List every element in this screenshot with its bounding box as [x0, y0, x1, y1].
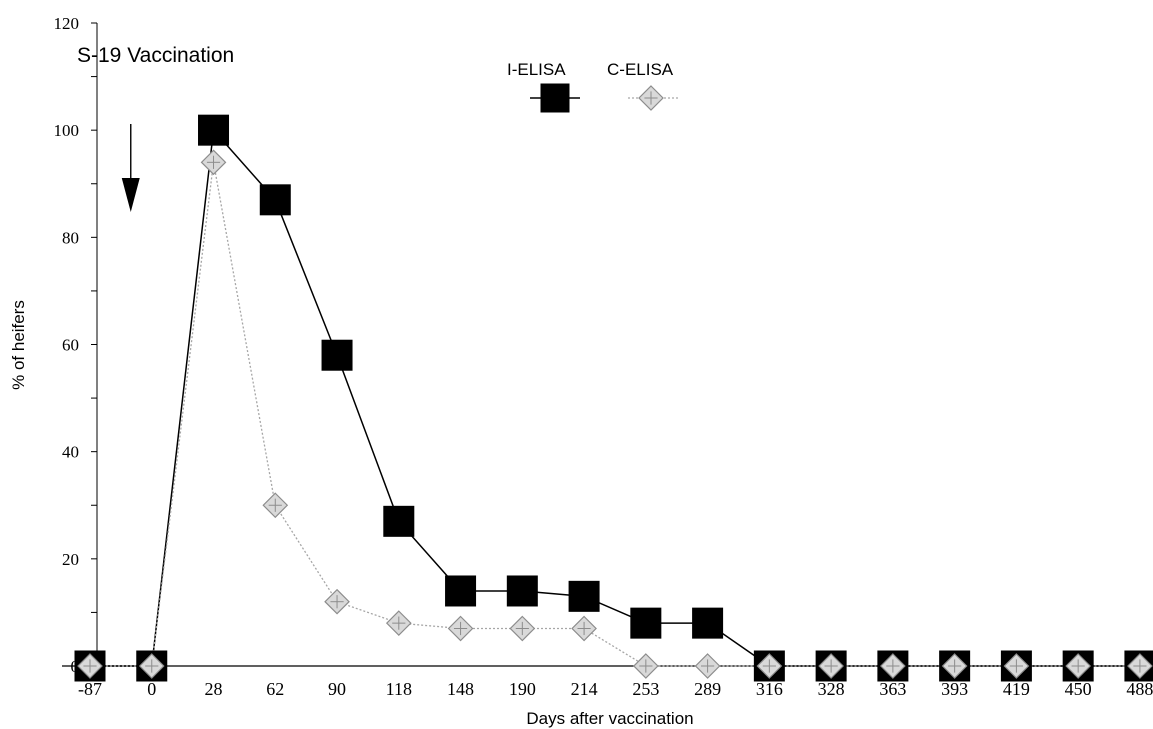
data-point-i-elisa [321, 339, 353, 371]
x-axis-ticks: -87 0 28 62 90 118 148 190 214 253 289 316 328 363 393… [78, 679, 1153, 699]
x-tick-label: 488 [1126, 679, 1153, 699]
data-point-c-elisa [385, 610, 412, 636]
x-tick-label: 253 [632, 679, 659, 699]
y-tick-label: 80 [62, 228, 79, 247]
data-point-c-elisa [571, 615, 597, 642]
x-tick-label: 328 [818, 679, 845, 699]
x-tick-label: 148 [447, 679, 474, 699]
data-point-i-elisa [259, 184, 291, 216]
data-point-i-elisa [445, 575, 477, 607]
data-point-c-elisa [447, 615, 474, 642]
chart-annotation: S-19 Vaccination [77, 44, 234, 67]
data-point-c-elisa [941, 653, 968, 679]
legend-markers [530, 83, 678, 113]
data-point-c-elisa [324, 588, 350, 615]
x-tick-label: -87 [78, 679, 102, 699]
x-tick-label: 190 [509, 679, 536, 699]
x-tick-label: 0 [147, 679, 156, 699]
data-point-c-elisa [1065, 653, 1092, 679]
data-point-i-elisa [506, 575, 538, 607]
data-point-c-elisa [77, 653, 103, 679]
series-line-c-elisa [90, 162, 1140, 667]
x-tick-label: 316 [756, 679, 783, 699]
data-point-c-elisa [694, 653, 721, 679]
series-line-i-elisa [90, 128, 1140, 667]
data-point-i-elisa [630, 607, 662, 639]
data-point-i-elisa [198, 114, 230, 146]
x-tick-label: 289 [694, 679, 721, 699]
data-point-c-elisa [1003, 653, 1030, 679]
data-point-i-elisa [568, 580, 600, 612]
legend-marker-i-elisa [540, 83, 570, 113]
y-tick-label: 40 [62, 443, 79, 462]
y-tick-label: 120 [54, 14, 80, 33]
data-point-c-elisa [138, 653, 165, 679]
y-tick-label: 60 [62, 336, 79, 355]
x-tick-label: 90 [328, 679, 346, 699]
x-tick-label: 393 [941, 679, 968, 699]
legend-label-i-elisa: I-ELISA [507, 60, 566, 79]
series-layer [74, 114, 1153, 682]
data-point-c-elisa [880, 653, 906, 679]
x-tick-label: 118 [386, 679, 412, 699]
arrow-head [121, 178, 140, 212]
data-point-c-elisa [756, 653, 783, 679]
y-axis-label: % of heifers [9, 300, 28, 390]
x-tick-label: 419 [1003, 679, 1030, 699]
y-tick-label: 20 [62, 550, 79, 569]
legend-marker-c-elisa [638, 85, 664, 111]
x-tick-label: 214 [571, 679, 598, 699]
vaccination-arrow [121, 124, 140, 212]
x-tick-label: 28 [205, 679, 223, 699]
data-point-i-elisa [383, 505, 415, 537]
x-tick-label: 363 [879, 679, 906, 699]
y-axis-ticks: 020406080100120 [54, 14, 97, 676]
legend-label-c-elisa: C-ELISA [607, 60, 674, 79]
data-point-c-elisa [818, 653, 844, 679]
data-point-c-elisa [200, 149, 227, 176]
data-point-c-elisa [632, 653, 659, 679]
data-point-c-elisa [509, 615, 536, 642]
y-tick-label: 100 [54, 121, 80, 140]
data-point-c-elisa [1127, 653, 1153, 679]
data-point-i-elisa [692, 607, 724, 639]
x-tick-label: 450 [1065, 679, 1092, 699]
data-point-c-elisa [262, 492, 289, 519]
legend: I-ELISA C-ELISA [507, 60, 678, 113]
x-tick-label: 62 [266, 679, 284, 699]
x-axis-label: Days after vaccination [526, 709, 693, 728]
